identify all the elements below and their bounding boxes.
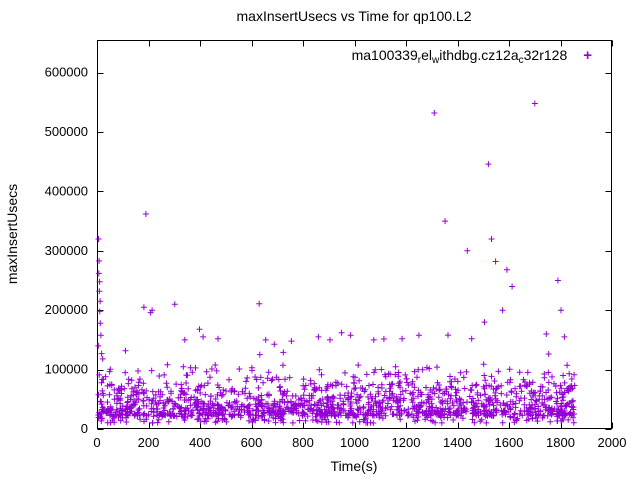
y-tick-label: 500000: [45, 124, 88, 139]
x-tick-label: 1000: [340, 435, 369, 450]
x-tick-label: 200: [138, 435, 160, 450]
x-axis-label: Time(s): [331, 458, 378, 474]
x-tick-label: 400: [189, 435, 211, 450]
chart-title: maxInsertUsecs vs Time for qp100.L2: [236, 8, 472, 24]
y-tick-label: 100000: [45, 362, 88, 377]
y-tick-label: 200000: [45, 302, 88, 317]
y-tick-label: 400000: [45, 183, 88, 198]
x-tick-label: 800: [292, 435, 314, 450]
x-tick-label: 1200: [392, 435, 421, 450]
plus-marker-icon: +: [583, 47, 592, 64]
x-tick-label: 2000: [598, 435, 627, 450]
x-tick-label: 0: [93, 435, 100, 450]
x-tick-label: 600: [241, 435, 263, 450]
y-axis-label: maxInsertUsecs: [4, 184, 20, 284]
x-tick-label: 1800: [546, 435, 575, 450]
scatter-points: [95, 100, 578, 426]
y-tick-label: 300000: [45, 243, 88, 258]
x-tick-label: 1400: [443, 435, 472, 450]
legend: ma100339relwithdbg.cz12ac32r128 +: [351, 47, 592, 66]
y-tick-label: 0: [81, 421, 88, 436]
legend-series-label: ma100339relwithdbg.cz12ac32r128: [351, 47, 568, 66]
x-tick-label: 1600: [495, 435, 524, 450]
y-tick-label: 600000: [45, 65, 88, 80]
